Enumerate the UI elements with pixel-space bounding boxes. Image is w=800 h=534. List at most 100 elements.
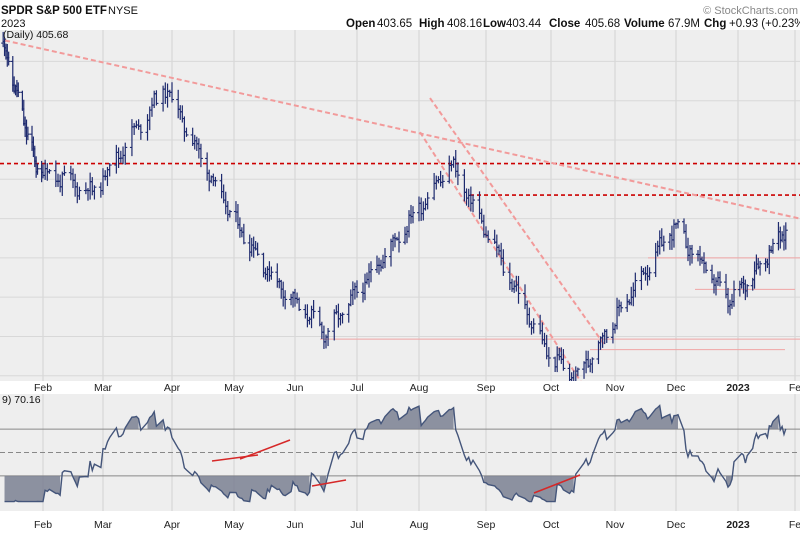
price-bar [340,312,345,324]
price-bar [255,242,260,256]
price-bar [471,194,476,213]
price-bar [546,347,551,367]
price-bar [770,238,775,254]
rsi-line [4,404,787,503]
price-bar [531,318,536,334]
rsi-divergence-line [239,439,291,460]
price-bar [170,82,174,103]
rsi-x-tick-label: 2023 [726,519,750,531]
price-bar [311,300,316,319]
price-bar [35,163,40,175]
price-bar [411,206,415,224]
price-bar [16,82,21,98]
price-bar [383,248,387,269]
rsi-panel: 9) 70.16 [0,394,800,511]
price-x-tick-label: Sep [477,382,496,394]
price-bar [633,272,638,298]
price-x-tick-label: Mar [94,382,113,394]
price-panel-bg [0,30,800,381]
price-panel: (Daily) 405.68 [0,29,800,390]
rsi-oversold-fill [198,475,310,502]
horizontal-levels [0,162,800,196]
price-x-tick-label: Jul [350,382,363,394]
price-bar [227,209,232,218]
price-bar [647,267,652,281]
open-value: 403.65 [377,18,412,30]
channel-upper-trendline [429,97,605,345]
price-x-tick-label: Dec [667,382,686,394]
price-bar [355,280,359,298]
rsi-overbought-fill [367,406,454,430]
rsi-x-tick-label: Jul [350,519,363,531]
price-bar [718,271,722,287]
rsi-x-tick-label: Apr [164,519,181,531]
price-x-tick-label: Aug [410,382,429,394]
high-value: 408.16 [447,18,482,30]
price-bar [690,244,694,264]
chart-header: SPDR S&P 500 ETF NYSE 2023 © StockCharts… [1,5,800,30]
high-label: High [419,18,445,30]
price-bar [47,169,52,174]
price-bar [783,222,788,250]
header-date: 2023 [1,18,25,30]
price-legend: (Daily) 405.68 [3,29,69,41]
price-x-tick-label: Feb [34,382,52,394]
price-bar [440,174,445,189]
price-bar [138,124,143,140]
price-bar [486,230,491,243]
price-bar [516,275,521,304]
price-bar [704,261,708,274]
price-bar [283,290,288,310]
exchange-label: NYSE [108,5,138,17]
price-x-tick-label: Nov [606,382,625,394]
price-bar [326,327,331,347]
price-bar [501,249,506,276]
rsi-x-tick-label: Feb [34,519,52,531]
price-bar [561,349,566,371]
price-bar [107,163,112,177]
watermark: © StockCharts.com [703,5,798,17]
rsi-divergence-line [311,479,347,487]
rsi-x-tick-label: Dec [667,519,686,531]
price-bar [619,301,624,313]
price-bar [425,192,430,210]
price-x-tick-label: Oct [543,382,559,394]
price-x-tick-label: 2023 [726,382,750,394]
price-bar [184,127,189,137]
price-bar [6,51,11,66]
price-bar [269,266,274,280]
chart-title: SPDR S&P 500 ETF [1,5,107,17]
price-bar [676,219,680,229]
rsi-x-axis: Feb Mar Apr May Jun Jul Aug Sep Oct Nov Dec 2023 Fe [0,511,800,534]
rsi-divergence-line [533,474,581,494]
close-label: Close [549,18,580,30]
rsi-divergence-lines [211,439,581,494]
price-bar [758,260,763,276]
low-label: Low [483,18,506,30]
rsi-axis-bg [0,511,800,534]
price-x-tick-label: Fe [789,382,800,394]
price-bar [25,126,30,141]
price-bar [77,186,82,200]
price-bar [732,280,736,307]
price-bar [604,329,609,343]
price-bar [397,231,401,253]
rsi-legend: 9) 70.16 [2,394,41,406]
rsi-oversold-fill [483,475,574,502]
price-bar [455,162,460,186]
ohlc-bars [1,31,788,390]
open-label: Open [346,18,375,30]
price-x-tick-label: Jun [287,382,304,394]
rsi-overbought-fill [125,416,139,430]
rsi-x-tick-label: Sep [477,519,496,531]
volume-value: 67.9M [668,18,700,30]
price-bar [198,143,203,168]
price-bar [745,284,750,298]
rsi-divergence-line [211,454,259,462]
price-bar [154,90,159,106]
price-gridlines [0,30,800,381]
price-x-axis: Feb Mar Apr May Jun Jul Aug Sep Oct Nov Dec 2023 Fe [0,381,800,394]
rsi-extreme-fill [4,405,779,502]
close-value: 405.68 [585,18,620,30]
